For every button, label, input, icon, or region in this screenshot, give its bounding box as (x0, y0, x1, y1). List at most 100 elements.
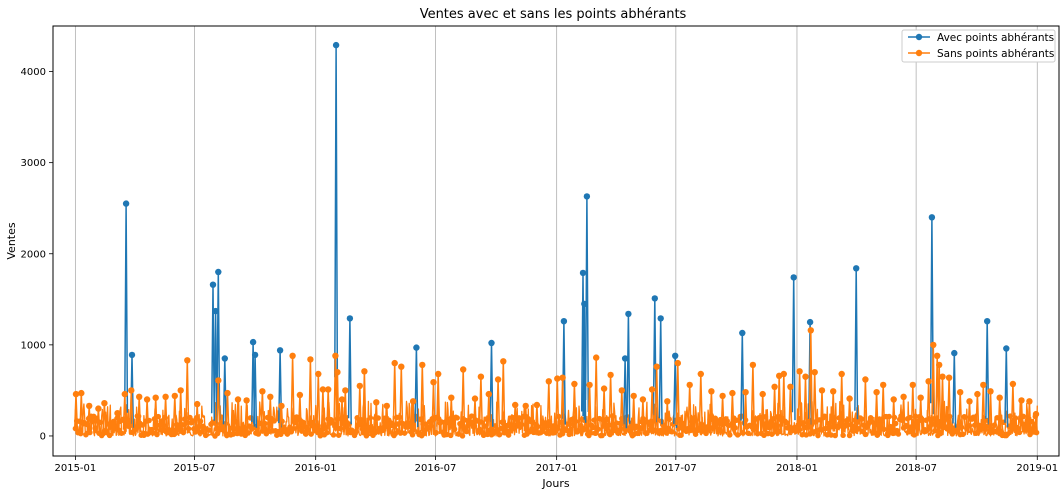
data-point (1018, 397, 1025, 404)
data-point (771, 383, 778, 390)
data-point (319, 386, 327, 393)
series-line-segment (788, 386, 793, 432)
data-point (86, 402, 93, 410)
data-point (987, 388, 994, 395)
data-point (936, 361, 943, 369)
series-line-segment (608, 374, 613, 430)
y-axis-ticks: 0 1000 2000 3000 4000 (21, 67, 53, 442)
data-point (307, 356, 314, 363)
data-point (78, 389, 85, 397)
data-point (593, 354, 600, 361)
data-point (630, 392, 637, 400)
legend-marker-avec (915, 33, 923, 41)
x-tick-label: 2016-01 (295, 463, 337, 474)
legend-label-sans: Sans points abhérants (937, 48, 1054, 60)
data-point (974, 390, 981, 398)
x-tick-label: 2017-01 (536, 463, 578, 474)
series-line-segment (584, 195, 590, 413)
data-point (545, 378, 552, 385)
data-point (830, 388, 837, 395)
data-point (930, 341, 937, 349)
legend-marker-sans (915, 49, 923, 57)
data-point (560, 318, 568, 325)
data-point (790, 274, 797, 281)
data-point (934, 352, 941, 359)
data-point (500, 358, 507, 365)
data-point (802, 373, 809, 380)
data-point (759, 390, 766, 398)
legend-box (901, 29, 1056, 63)
data-point (342, 387, 349, 394)
y-tick-label: 0 (40, 431, 46, 442)
data-point (448, 394, 455, 401)
data-point (533, 401, 541, 409)
data-point (890, 396, 897, 403)
data-point (356, 382, 363, 390)
data-point (409, 398, 417, 405)
data-point (873, 389, 880, 396)
data-point (686, 381, 693, 389)
data-point (383, 402, 390, 410)
data-point (128, 351, 136, 359)
data-point (621, 355, 629, 362)
data-point (719, 392, 726, 400)
series-line-segment (347, 317, 352, 425)
data-point (739, 329, 746, 337)
data-point (966, 398, 973, 405)
data-point (435, 370, 442, 378)
x-tick-label: 2019-01 (1016, 463, 1058, 474)
data-point (194, 400, 201, 408)
y-axis-label: Ventes (5, 222, 18, 259)
data-point (900, 393, 907, 400)
data-point (925, 378, 932, 385)
data-point (657, 315, 664, 322)
data-point (807, 327, 814, 334)
data-point (928, 214, 936, 221)
data-point (419, 361, 426, 369)
y-tick-label: 1000 (21, 340, 46, 351)
data-point (1003, 345, 1010, 352)
data-point (391, 359, 398, 367)
series-line-segment (495, 378, 501, 431)
series-layer (72, 41, 1040, 434)
x-axis-ticks: 2015-01 2015-07 2016-01 2016-07 2017-01 2017-… (54, 456, 1058, 474)
series-1 (72, 327, 1040, 434)
series-0 (122, 41, 1010, 429)
legend: Avec points abhérants Sans points abhéra… (901, 29, 1056, 63)
data-point (651, 295, 658, 302)
data-point (571, 380, 578, 388)
data-point (522, 402, 529, 410)
data-point (729, 389, 736, 397)
data-point (600, 385, 608, 392)
series-line-segment (926, 380, 931, 431)
data-point (334, 369, 341, 376)
data-point (980, 381, 987, 389)
data-point (749, 361, 757, 369)
series-line-segment (985, 320, 990, 425)
data-point (811, 369, 818, 376)
y-tick-label: 2000 (21, 249, 46, 260)
data-point (72, 390, 80, 398)
data-point (672, 352, 679, 359)
data-point (996, 394, 1003, 401)
x-tick-label: 2016-07 (415, 463, 457, 474)
data-point (648, 386, 656, 393)
data-point (95, 405, 102, 412)
data-point (485, 390, 492, 398)
data-point (346, 315, 354, 322)
x-tick-label: 2017-07 (655, 463, 697, 474)
data-point (215, 377, 222, 384)
data-point (579, 269, 587, 277)
series-line-segment (253, 354, 258, 428)
data-point (554, 375, 561, 382)
data-point (674, 359, 681, 367)
series-line-segment (952, 352, 957, 428)
data-point (296, 391, 304, 399)
data-point (742, 389, 749, 396)
data-point (373, 399, 380, 406)
data-point (1009, 380, 1017, 388)
data-point (101, 400, 108, 407)
data-point (184, 357, 191, 364)
